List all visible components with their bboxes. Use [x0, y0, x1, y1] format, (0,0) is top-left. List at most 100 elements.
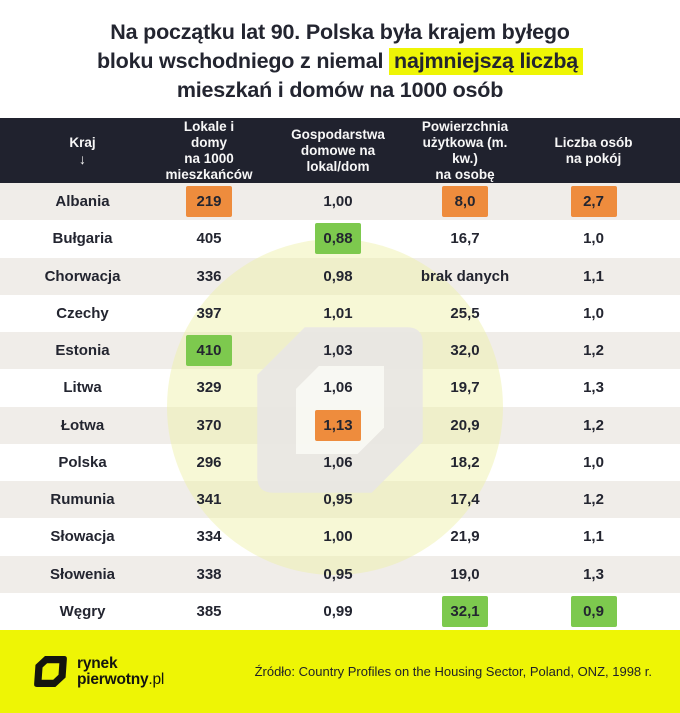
value-cell: 1,03: [253, 332, 423, 369]
table-row: Bułgaria 405 0,88 16,7 1,0: [0, 220, 680, 258]
value: 1,01: [323, 304, 353, 322]
country-cell: Litwa: [0, 369, 165, 406]
column-header-powierzchnia: Powierzchnia użytkowa (m. kw.) na osobę: [422, 119, 508, 183]
country-cell: Słowacja: [0, 518, 165, 555]
country-name: Słowenia: [49, 565, 116, 583]
value: 1,2: [583, 342, 604, 360]
country-name: Chorwacja: [44, 267, 121, 285]
table-row: Słowacja 334 1,00 21,9 1,1: [0, 518, 680, 556]
title-line-1: Na początku lat 90. Polska była krajem b…: [110, 19, 570, 44]
value-cell: 370: [165, 407, 253, 444]
value: 0,95: [323, 565, 353, 583]
value-cell: 17,4: [423, 481, 507, 518]
value-cell: 1,06: [253, 444, 423, 481]
highlighted-value: 1,13: [315, 409, 361, 441]
value-cell: 0,9: [507, 593, 680, 630]
value-cell: 1,0: [507, 220, 680, 257]
value: 397: [196, 304, 222, 322]
country-cell: Bułgaria: [0, 220, 165, 257]
country-name: Albania: [55, 193, 110, 211]
value-cell: 0,95: [253, 556, 423, 593]
value: 1,1: [583, 528, 604, 546]
value: 1,3: [583, 565, 604, 583]
value-cell: 2,7: [507, 183, 680, 220]
value-cell: 1,00: [253, 518, 423, 555]
column-header-label: Liczba osób na pokój: [554, 134, 633, 166]
value: 0,95: [323, 491, 353, 509]
value-cell: 1,2: [507, 407, 680, 444]
value-cell: 8,0: [423, 183, 507, 220]
value-cell: 338: [165, 556, 253, 593]
country-name: Czechy: [56, 304, 109, 322]
arrow-down-icon: ↓: [78, 150, 86, 167]
value: 334: [196, 528, 222, 546]
value: 1,0: [583, 453, 604, 471]
value-cell: 1,3: [507, 556, 680, 593]
brand-name-line1: rynek: [77, 655, 118, 672]
value: brak danych: [420, 267, 510, 285]
highlighted-value: 0,88: [315, 223, 361, 255]
value: 1,1: [583, 267, 604, 285]
value-cell: 1,2: [507, 481, 680, 518]
country-cell: Albania: [0, 183, 165, 220]
page-title: Na początku lat 90. Polska była krajem b…: [0, 0, 680, 118]
column-header-gospodarstwa: Gospodarstwa domowe na lokal/dom: [253, 127, 423, 175]
value: 1,2: [583, 416, 604, 434]
brand-name: rynek pierwotny.pl: [77, 656, 164, 687]
value-cell: 1,1: [507, 518, 680, 555]
table-row: Słowenia 338 0,95 19,0 1,3: [0, 555, 680, 593]
country-cell: Polska: [0, 444, 165, 481]
country-cell: Czechy: [0, 295, 165, 332]
value: 21,9: [450, 528, 480, 546]
value: 18,2: [450, 453, 480, 471]
value-cell: 219: [165, 183, 253, 220]
table-body: Albania 219 1,00 8,0 2,7 Bułgaria 405 0,88 16,7 1…: [0, 183, 680, 630]
footer: rynek pierwotny.pl Źródło: Country Profi…: [0, 630, 680, 713]
value-cell: 25,5: [423, 295, 507, 332]
column-header-label: Gospodarstwa domowe na lokal/dom: [291, 126, 385, 174]
brand-logo-icon: [34, 655, 67, 688]
brand-name-suffix: .pl: [148, 670, 165, 688]
column-header-liczba-osob: Liczba osób na pokój: [507, 135, 680, 167]
country-cell: Węgry: [0, 593, 165, 630]
value-cell: 0,95: [253, 481, 423, 518]
value-cell: 1,06: [253, 369, 423, 406]
highlighted-value: 0,9: [570, 595, 617, 627]
value-cell: 19,0: [423, 556, 507, 593]
value-cell: 1,1: [507, 258, 680, 295]
value: 32,0: [450, 342, 480, 360]
value-cell: 16,7: [423, 220, 507, 257]
value-cell: 329: [165, 369, 253, 406]
column-header-label: Lokale i domy na 1000 mieszkańców: [165, 118, 253, 182]
highlighted-value: 2,7: [570, 186, 617, 218]
country-cell: Estonia: [0, 332, 165, 369]
value-cell: 1,2: [507, 332, 680, 369]
column-header-label: Kraj: [69, 134, 96, 150]
value-cell: 296: [165, 444, 253, 481]
value: 1,0: [583, 230, 604, 248]
table-row: Albania 219 1,00 8,0 2,7: [0, 183, 680, 221]
value: 1,00: [323, 193, 353, 211]
value-cell: 19,7: [423, 369, 507, 406]
value-cell: 0,88: [253, 220, 423, 257]
value: 17,4: [450, 491, 480, 509]
table-row: Czechy 397 1,01 25,5 1,0: [0, 294, 680, 332]
country-name: Słowacja: [50, 528, 115, 546]
value-cell: 410: [165, 332, 253, 369]
value: 1,06: [323, 453, 353, 471]
title-line-2: bloku wschodniego z niemal najmniejszą l…: [96, 47, 584, 76]
title-highlight: najmniejszą liczbą: [389, 47, 584, 75]
highlighted-value: 219: [186, 186, 232, 218]
title-line-2-text: bloku wschodniego z niemal: [96, 48, 390, 73]
value-cell: 397: [165, 295, 253, 332]
table-row: Estonia 410 1,03 32,0 1,2: [0, 332, 680, 370]
value-cell: 336: [165, 258, 253, 295]
value: 405: [196, 230, 222, 248]
value: 341: [196, 491, 222, 509]
value: 385: [196, 602, 222, 620]
source-text: Źródło: Country Profiles on the Housing …: [254, 664, 652, 679]
country-name: Rumunia: [50, 491, 115, 509]
value-cell: 1,00: [253, 183, 423, 220]
value: 0,99: [323, 602, 353, 620]
table-row: Litwa 329 1,06 19,7 1,3: [0, 369, 680, 407]
